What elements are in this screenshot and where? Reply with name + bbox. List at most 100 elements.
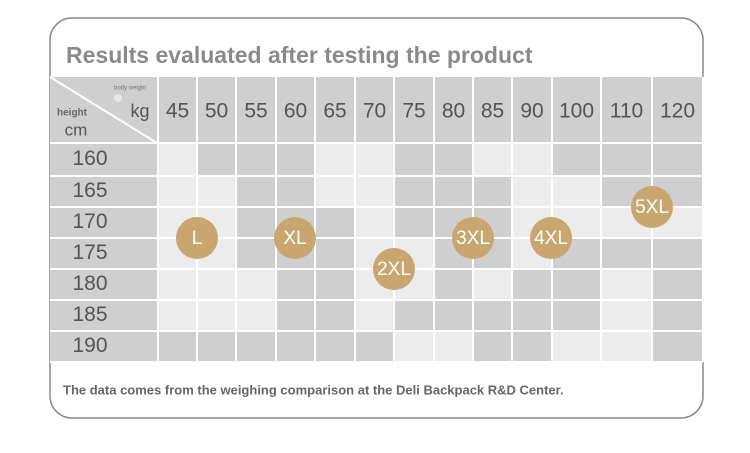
weight-header: 100 — [559, 100, 594, 123]
cell — [434, 143, 473, 176]
cell — [315, 331, 355, 362]
weight-header: 50 — [205, 100, 228, 123]
cell — [236, 331, 276, 362]
size-badge — [373, 248, 415, 290]
cell — [355, 176, 394, 207]
cell — [512, 269, 552, 300]
height-label: height — [57, 108, 88, 119]
cell — [552, 143, 601, 176]
size-badge — [452, 217, 494, 259]
cell — [601, 269, 652, 300]
cell — [552, 331, 601, 362]
cell — [512, 143, 552, 176]
cell — [512, 176, 552, 207]
cell — [512, 300, 552, 331]
cell — [652, 238, 703, 269]
cell — [158, 300, 197, 331]
weight-header: 120 — [660, 100, 695, 123]
height-cell — [50, 300, 157, 331]
weight-header: 70 — [363, 100, 386, 123]
cell — [236, 269, 276, 300]
weight-label: body weight — [114, 86, 146, 92]
cell — [158, 143, 197, 176]
weight-header: 60 — [284, 100, 307, 123]
cell — [355, 143, 394, 176]
cell — [315, 238, 355, 269]
size-label: 5XL — [635, 197, 669, 218]
cell — [276, 269, 315, 300]
weight-unit: kg — [130, 101, 149, 121]
cell — [434, 176, 473, 207]
cell — [512, 331, 552, 362]
cell — [355, 300, 394, 331]
cell — [236, 238, 276, 269]
cell — [434, 331, 473, 362]
size-badge — [631, 186, 673, 228]
cell — [473, 143, 512, 176]
height-cell — [50, 176, 157, 207]
cell — [473, 269, 512, 300]
height-header: 185 — [72, 303, 107, 326]
cell — [652, 300, 703, 331]
cell — [652, 331, 703, 362]
cell — [158, 176, 197, 207]
cell — [197, 176, 236, 207]
cell — [394, 331, 434, 362]
cell — [236, 143, 276, 176]
cell — [601, 238, 652, 269]
cell — [158, 331, 197, 362]
cell — [552, 269, 601, 300]
cell — [315, 176, 355, 207]
height-header: 165 — [72, 179, 107, 202]
cell — [434, 269, 473, 300]
size-label: 4XL — [534, 228, 568, 249]
weight-header: 55 — [244, 100, 267, 123]
cell — [197, 269, 236, 300]
weight-header: 80 — [442, 100, 465, 123]
cell — [276, 143, 315, 176]
cell — [601, 300, 652, 331]
cell — [315, 269, 355, 300]
cell — [236, 176, 276, 207]
size-badge — [530, 217, 572, 259]
title: Results evaluated after testing the prod… — [66, 42, 533, 68]
cell — [158, 269, 197, 300]
weight-header: 65 — [323, 100, 346, 123]
height-cell — [50, 143, 157, 176]
cell — [276, 331, 315, 362]
cell — [355, 331, 394, 362]
cell — [197, 300, 236, 331]
cell — [394, 300, 434, 331]
cell — [552, 176, 601, 207]
cell — [552, 300, 601, 331]
cell — [315, 143, 355, 176]
size-label: L — [192, 228, 203, 249]
weight-header: 85 — [481, 100, 504, 123]
cell — [652, 143, 703, 176]
table: 45 50 55 60 65 70 75 80 85 90 100 110 120 160 165 170 17… — [50, 77, 704, 363]
size-label: 2XL — [377, 259, 411, 280]
cell — [473, 176, 512, 207]
size-label: 3XL — [456, 228, 490, 249]
cell — [652, 269, 703, 300]
weight-header: 110 — [610, 100, 643, 123]
cell — [473, 331, 512, 362]
cell — [601, 143, 652, 176]
corner-divider — [49, 76, 158, 144]
height-header: 160 — [72, 147, 107, 170]
cell — [236, 300, 276, 331]
cell — [355, 207, 394, 238]
corner-icon — [114, 94, 122, 102]
height-cell — [50, 207, 157, 238]
height-unit: cm — [65, 120, 88, 139]
weight-header: 45 — [166, 100, 189, 123]
cell — [601, 331, 652, 362]
cell — [473, 300, 512, 331]
height-cell — [50, 269, 157, 300]
size-badge — [274, 217, 316, 259]
height-header: 190 — [72, 334, 107, 357]
size-label: XL — [283, 228, 306, 249]
cell — [315, 207, 355, 238]
cell — [394, 176, 434, 207]
